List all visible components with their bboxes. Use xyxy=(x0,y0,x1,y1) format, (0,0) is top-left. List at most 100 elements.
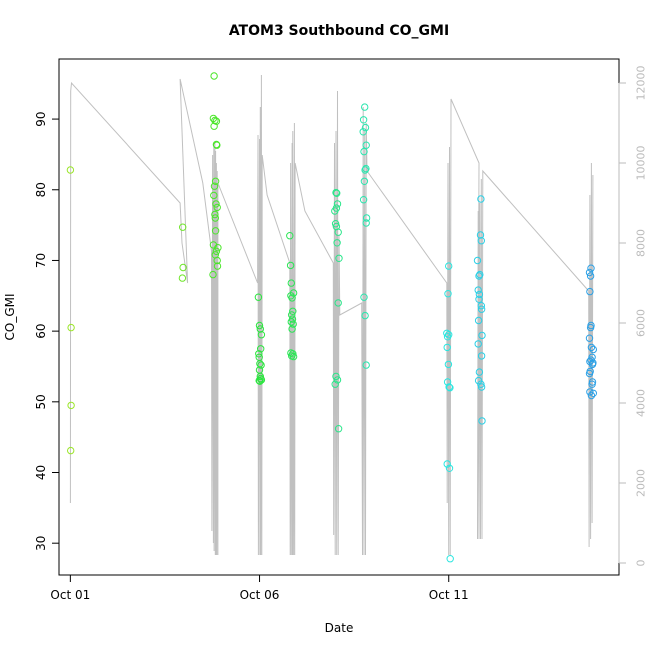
data-point-99 xyxy=(446,384,454,392)
data-point-29 xyxy=(254,293,263,301)
data-point-113 xyxy=(477,305,486,313)
data-point-114 xyxy=(474,316,483,325)
data-point-14 xyxy=(211,177,220,186)
data-point-51 xyxy=(288,311,296,319)
data-point-103 xyxy=(477,195,485,203)
data-point-136 xyxy=(588,360,597,369)
data-point-71 xyxy=(332,372,340,381)
data-point-16 xyxy=(210,191,218,200)
altitude-series xyxy=(69,74,594,556)
data-point-73 xyxy=(331,380,339,388)
data-point-109 xyxy=(474,286,482,294)
y-tick-label: 60 xyxy=(34,323,48,338)
data-point-32 xyxy=(257,331,266,339)
data-point-129 xyxy=(585,334,594,342)
x-tick-label: Oct 11 xyxy=(429,588,469,602)
data-point-126 xyxy=(586,287,594,296)
data-point-88 xyxy=(361,311,369,320)
data-point-20 xyxy=(211,214,220,222)
data-point-112 xyxy=(477,302,485,310)
data-point-104 xyxy=(476,231,485,239)
data-point-106 xyxy=(473,256,482,265)
data-point-86 xyxy=(362,219,370,227)
data-point-108 xyxy=(475,272,483,280)
y2-tick-label: 12000 xyxy=(635,66,648,101)
y2-tick-label: 10000 xyxy=(635,146,648,181)
x-tick-label: Oct 01 xyxy=(50,588,90,602)
y-tick-label: 30 xyxy=(34,536,48,551)
data-point-107 xyxy=(476,270,484,279)
data-point-130 xyxy=(587,343,596,352)
data-point-111 xyxy=(475,295,483,303)
data-point-98 xyxy=(445,383,453,391)
data-point-34 xyxy=(255,350,263,358)
data-point-1 xyxy=(67,323,75,332)
data-point-118 xyxy=(475,368,484,376)
data-point-124 xyxy=(587,264,595,272)
data-point-142 xyxy=(589,389,597,397)
data-point-24 xyxy=(212,247,221,256)
data-point-122 xyxy=(478,417,486,425)
data-point-69 xyxy=(335,254,343,262)
data-point-100 xyxy=(443,460,451,468)
data-point-42 xyxy=(256,377,264,385)
y-tick-label: 90 xyxy=(34,111,48,126)
data-point-26 xyxy=(213,256,221,265)
data-point-95 xyxy=(443,343,451,352)
data-point-2 xyxy=(67,401,75,410)
data-point-102 xyxy=(446,555,454,563)
data-point-18 xyxy=(213,203,221,212)
data-point-121 xyxy=(477,383,486,391)
data-point-49 xyxy=(288,294,296,302)
data-point-138 xyxy=(585,369,594,378)
y2-tick-label: 6000 xyxy=(635,309,648,337)
data-point-125 xyxy=(586,272,595,280)
data-point-80 xyxy=(360,147,368,156)
data-point-30 xyxy=(255,321,264,330)
data-point-115 xyxy=(478,331,486,340)
y-tick-label: 50 xyxy=(34,394,48,409)
data-point-54 xyxy=(289,320,297,328)
data-point-141 xyxy=(586,388,594,396)
data-point-91 xyxy=(444,290,452,298)
data-point-96 xyxy=(444,360,453,369)
chart-title: ATOM3 Southbound CO_GMI xyxy=(229,23,449,39)
altitude-line xyxy=(69,74,594,556)
data-point-19 xyxy=(211,210,219,219)
data-point-5 xyxy=(179,263,187,272)
data-point-50 xyxy=(289,307,297,315)
x-tick-label: Oct 06 xyxy=(240,588,280,602)
data-point-110 xyxy=(475,290,484,299)
data-point-15 xyxy=(210,182,219,190)
y2-tick-label: 2000 xyxy=(635,469,648,497)
data-point-84 xyxy=(359,196,368,204)
y-tick-label: 40 xyxy=(34,465,48,480)
data-point-43 xyxy=(257,376,266,384)
data-point-53 xyxy=(287,318,295,326)
y-tick-label: 80 xyxy=(34,182,48,197)
data-point-85 xyxy=(362,214,371,222)
data-point-90 xyxy=(445,262,453,270)
y2-tick-label: 4000 xyxy=(635,389,648,417)
data-point-76 xyxy=(359,116,368,124)
y-axis: 30 40 50 60 70 80 90 xyxy=(34,111,60,551)
data-point-4 xyxy=(179,223,187,231)
data-point-61 xyxy=(333,189,341,198)
data-point-117 xyxy=(477,352,486,360)
y-tick-label: 70 xyxy=(34,253,48,268)
data-point-37 xyxy=(257,361,265,369)
y2-tick-label: 8000 xyxy=(635,229,648,257)
data-point-21 xyxy=(211,227,220,235)
data-point-82 xyxy=(362,164,370,173)
data-point-33 xyxy=(257,345,265,353)
data-point-83 xyxy=(360,177,369,186)
data-point-140 xyxy=(588,380,596,388)
secondary-y-axis: 0 2000 4000 6000 8000 10000 12000 xyxy=(618,66,648,567)
data-point-78 xyxy=(359,128,367,136)
data-point-70 xyxy=(334,299,342,307)
data-point-94 xyxy=(445,331,453,339)
data-point-46 xyxy=(287,279,295,287)
data-point-13 xyxy=(212,140,221,149)
y2-tick-label: 0 xyxy=(635,560,648,567)
